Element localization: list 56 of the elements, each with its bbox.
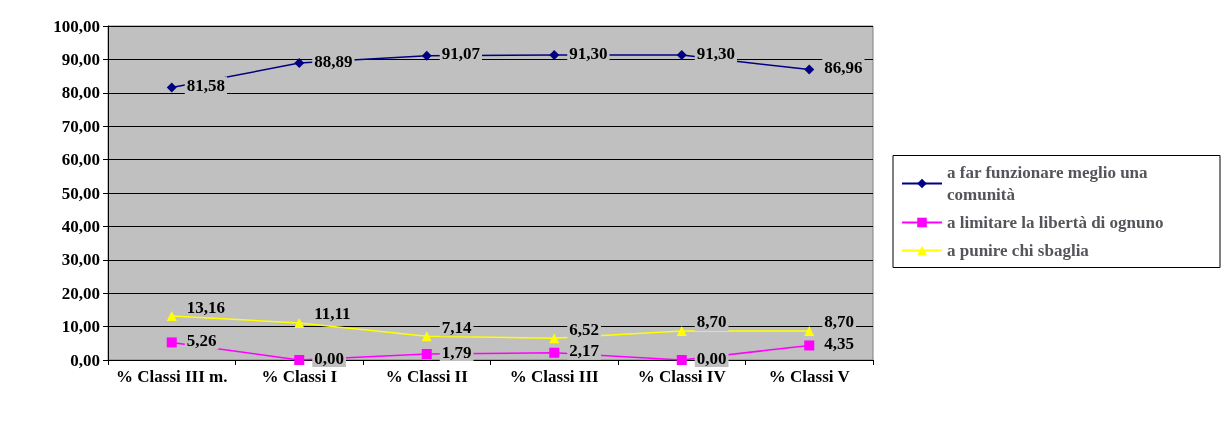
legend-label: a limitare la libertà di ognuno <box>947 213 1164 232</box>
legend-label: a punire chi sbaglia <box>947 241 1090 260</box>
point <box>166 82 177 93</box>
y-tick-label: 30,00 <box>61 250 100 270</box>
x-tick-label: % Classi IV <box>637 367 727 386</box>
data-label: 13,16 <box>186 297 225 317</box>
data-label: 8,70 <box>824 312 854 332</box>
data-label: 91,07 <box>441 44 481 64</box>
data-label: 5,26 <box>186 330 217 350</box>
x-tick-label: % Classi III m. <box>116 367 228 386</box>
point <box>804 325 815 336</box>
y-tick-label: 0,00 <box>70 350 100 370</box>
data-label: 91,30 <box>696 43 735 63</box>
data-label: 91,30 <box>569 43 608 63</box>
legend-label: a far funzionare meglio una comunità <box>947 163 1152 204</box>
point <box>676 50 687 61</box>
y-tick-label: 20,00 <box>61 283 100 303</box>
data-label: 2,17 <box>569 341 600 361</box>
point <box>294 317 305 328</box>
point <box>549 333 560 344</box>
point <box>421 349 432 360</box>
point <box>549 347 560 358</box>
point <box>549 50 560 61</box>
data-label: 81,58 <box>186 76 225 96</box>
data-label: 11,11 <box>314 304 351 324</box>
data-label: 8,70 <box>696 312 727 332</box>
data-label: 1,79 <box>441 342 472 362</box>
y-tick-label: 100,00 <box>53 16 100 36</box>
y-tick-label: 50,00 <box>61 183 100 203</box>
point <box>804 340 815 351</box>
data-label: 6,52 <box>569 319 599 339</box>
point <box>804 64 815 75</box>
y-tick-label: 40,00 <box>61 216 100 236</box>
data-label: 7,14 <box>441 317 472 337</box>
y-tick-label: 60,00 <box>61 150 100 170</box>
point <box>421 331 432 342</box>
y-tick-label: 80,00 <box>61 83 100 103</box>
point <box>166 337 177 348</box>
data-label: 86,96 <box>824 58 863 78</box>
point <box>676 355 687 365</box>
point <box>166 311 177 322</box>
y-tick-label: 90,00 <box>61 49 100 69</box>
data-label: 4,35 <box>824 333 854 353</box>
x-tick-label: % Classi III <box>509 367 600 386</box>
x-tick-label: % Classi I <box>261 367 338 386</box>
x-tick-label: % Classi II <box>385 367 469 386</box>
data-label: 0,00 <box>314 348 344 368</box>
y-tick-label: 10,00 <box>61 317 100 337</box>
point <box>294 355 305 365</box>
point <box>676 325 687 336</box>
point <box>294 58 305 69</box>
x-tick-label: % Classi V <box>768 367 851 386</box>
y-tick-label: 70,00 <box>61 116 100 136</box>
point <box>421 50 432 61</box>
data-label: 0,00 <box>696 348 727 368</box>
data-label: 88,89 <box>314 51 353 71</box>
